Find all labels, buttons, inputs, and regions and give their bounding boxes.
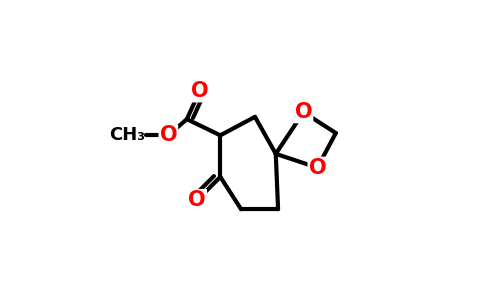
Text: O: O: [308, 158, 326, 178]
Text: O: O: [295, 102, 312, 122]
Text: O: O: [188, 190, 206, 210]
Text: O: O: [191, 81, 208, 101]
Text: CH₃: CH₃: [109, 126, 145, 144]
Text: O: O: [160, 125, 177, 145]
